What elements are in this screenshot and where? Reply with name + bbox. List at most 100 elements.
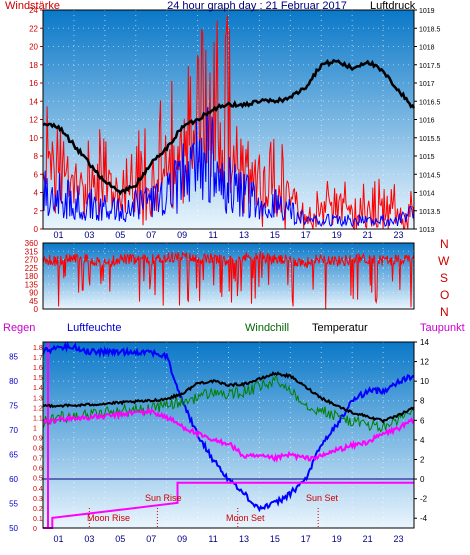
wind-y-tick-label: 14 bbox=[29, 97, 38, 106]
temp-y-tick-label: 12 bbox=[420, 358, 429, 367]
rain-y-tick-label: 1.1 bbox=[33, 415, 43, 422]
windchill-label: Windchill bbox=[245, 322, 289, 334]
pressure-y-tick-label: 1015.5 bbox=[419, 136, 441, 143]
pressure-y-tick-label: 1014 bbox=[419, 191, 435, 198]
rain-y-tick-label: 0.1 bbox=[33, 516, 43, 523]
compass-w: W bbox=[438, 254, 450, 268]
rain-y-tick-label: 1.4 bbox=[33, 385, 43, 392]
plot-border-top bbox=[42, 9, 415, 230]
x-tick-label-top: 19 bbox=[332, 230, 342, 240]
pressure-y-tick-label: 1018.5 bbox=[419, 26, 441, 33]
direction-y-tick-label: 0 bbox=[34, 305, 39, 314]
humidity-y-tick-label: 75 bbox=[9, 402, 18, 411]
humidity-y-tick-label: 65 bbox=[9, 451, 18, 460]
moon-rise-label: Moon Rise bbox=[87, 513, 130, 523]
pressure-y-tick-label: 1017.5 bbox=[419, 63, 441, 70]
humidity-line bbox=[42, 340, 415, 513]
temp-y-tick-label: -2 bbox=[420, 495, 428, 504]
rain-y-tick-label: 1.8 bbox=[33, 345, 43, 352]
direction-y-tick-label: 45 bbox=[29, 297, 38, 306]
plot-border-bottom bbox=[42, 341, 415, 529]
rain-y-tick-label: 0.3 bbox=[33, 496, 43, 503]
wind-y-tick-label: 12 bbox=[29, 116, 38, 125]
humidity-y-tick-label: 70 bbox=[9, 426, 18, 435]
compass-s: S bbox=[440, 271, 448, 285]
direction-y-tick-label: 315 bbox=[25, 247, 39, 256]
direction-y-tick-label: 135 bbox=[25, 280, 39, 289]
x-tick-label-top: 11 bbox=[208, 230, 217, 240]
pressure-y-tick-label: 1017 bbox=[419, 81, 435, 88]
temperature-label: Temperatur bbox=[312, 322, 368, 334]
humidity-y-tick-label: 80 bbox=[9, 377, 18, 386]
x-tick-label-top: 13 bbox=[239, 230, 249, 240]
pressure-y-tick-label: 1016.5 bbox=[419, 99, 441, 106]
temp-y-tick-label: -4 bbox=[420, 514, 428, 523]
rain-y-tick-label: 0.7 bbox=[33, 456, 43, 463]
rain-label: Regen bbox=[3, 322, 35, 334]
pressure-y-tick-label: 1018 bbox=[419, 45, 435, 52]
humidity-label: Luftfeuchte bbox=[67, 322, 121, 334]
compass-n-top: N bbox=[440, 237, 449, 251]
rain-y-tick-label: 0.8 bbox=[33, 446, 43, 453]
compass-o: O bbox=[440, 288, 449, 302]
wind-y-tick-label: 6 bbox=[34, 170, 39, 179]
x-tick-label-bottom: 07 bbox=[146, 534, 156, 544]
windchill-line bbox=[42, 375, 415, 433]
dewpoint-label: Taupunkt bbox=[420, 322, 465, 334]
dewpoint-line bbox=[42, 406, 415, 463]
sun-rise-label: Sun Rise bbox=[145, 493, 182, 503]
rain-y-tick-label: 1.5 bbox=[33, 375, 43, 382]
direction-y-tick-label: 270 bbox=[25, 256, 39, 265]
humidity-y-tick-label: 85 bbox=[9, 353, 18, 362]
x-tick-label-top: 23 bbox=[394, 230, 404, 240]
pressure-y-tick-label: 1016 bbox=[419, 118, 435, 125]
wind-y-tick-label: 10 bbox=[29, 134, 38, 143]
plot-border-middle bbox=[42, 242, 415, 310]
temp-y-tick-label: 0 bbox=[420, 475, 425, 484]
x-tick-label-bottom: 19 bbox=[332, 534, 342, 544]
pressure-y-tick-label: 1013.5 bbox=[419, 209, 441, 216]
pressure-y-tick-label: 1015 bbox=[419, 154, 435, 161]
rain-y-tick-label: 1.7 bbox=[33, 355, 43, 362]
moon-set-label: Moon Set bbox=[226, 513, 265, 523]
rain-y-tick-label: 0.5 bbox=[33, 476, 43, 483]
rain-y-tick-label: 1 bbox=[33, 425, 37, 432]
x-tick-label-top: 05 bbox=[115, 230, 125, 240]
wind-y-tick-label: 16 bbox=[29, 79, 38, 88]
pressure-y-tick-label: 1014.5 bbox=[419, 172, 441, 179]
temp-y-tick-label: 10 bbox=[420, 377, 429, 386]
wind-secondary-line bbox=[42, 106, 415, 228]
rain-y-tick-label: 0 bbox=[33, 526, 37, 533]
x-tick-label-bottom: 23 bbox=[394, 534, 404, 544]
wind-y-tick-label: 4 bbox=[34, 189, 39, 198]
direction-y-tick-label: 360 bbox=[25, 239, 39, 248]
wind-y-tick-label: 2 bbox=[34, 207, 39, 216]
humidity-y-tick-label: 55 bbox=[9, 500, 18, 509]
direction-y-tick-label: 90 bbox=[29, 289, 38, 298]
x-tick-label-bottom: 13 bbox=[239, 534, 249, 544]
compass-n-bottom: N bbox=[440, 305, 449, 319]
wind-y-tick-label: 20 bbox=[29, 43, 38, 52]
wind-speed-label: Windstärke bbox=[5, 0, 60, 12]
rain-y-tick-label: 1.3 bbox=[33, 395, 43, 402]
x-tick-label-top: 09 bbox=[177, 230, 187, 240]
temp-y-tick-label: 8 bbox=[420, 397, 425, 406]
rain-y-tick-label: 1.2 bbox=[33, 405, 43, 412]
wind-direction-line bbox=[42, 251, 415, 309]
rain-y-tick-label: 0.4 bbox=[33, 486, 43, 493]
rain-y-tick-label: 0.2 bbox=[33, 506, 43, 513]
pressure-line bbox=[42, 58, 416, 196]
temp-y-tick-label: 2 bbox=[420, 455, 425, 464]
temp-y-tick-label: 6 bbox=[420, 416, 425, 425]
pressure-label: Luftdruck bbox=[370, 0, 416, 12]
wind-y-tick-label: 24 bbox=[29, 6, 38, 15]
wind-y-tick-label: 0 bbox=[34, 225, 39, 234]
pressure-y-tick-label: 1013 bbox=[419, 227, 435, 234]
x-tick-label-top: 03 bbox=[84, 230, 94, 240]
x-tick-label-top: 21 bbox=[363, 230, 373, 240]
rain-y-tick-label: 1.6 bbox=[33, 365, 43, 372]
humidity-y-tick-label: 60 bbox=[9, 475, 18, 484]
x-tick-label-bottom: 21 bbox=[363, 534, 373, 544]
x-tick-label-bottom: 11 bbox=[208, 534, 217, 544]
